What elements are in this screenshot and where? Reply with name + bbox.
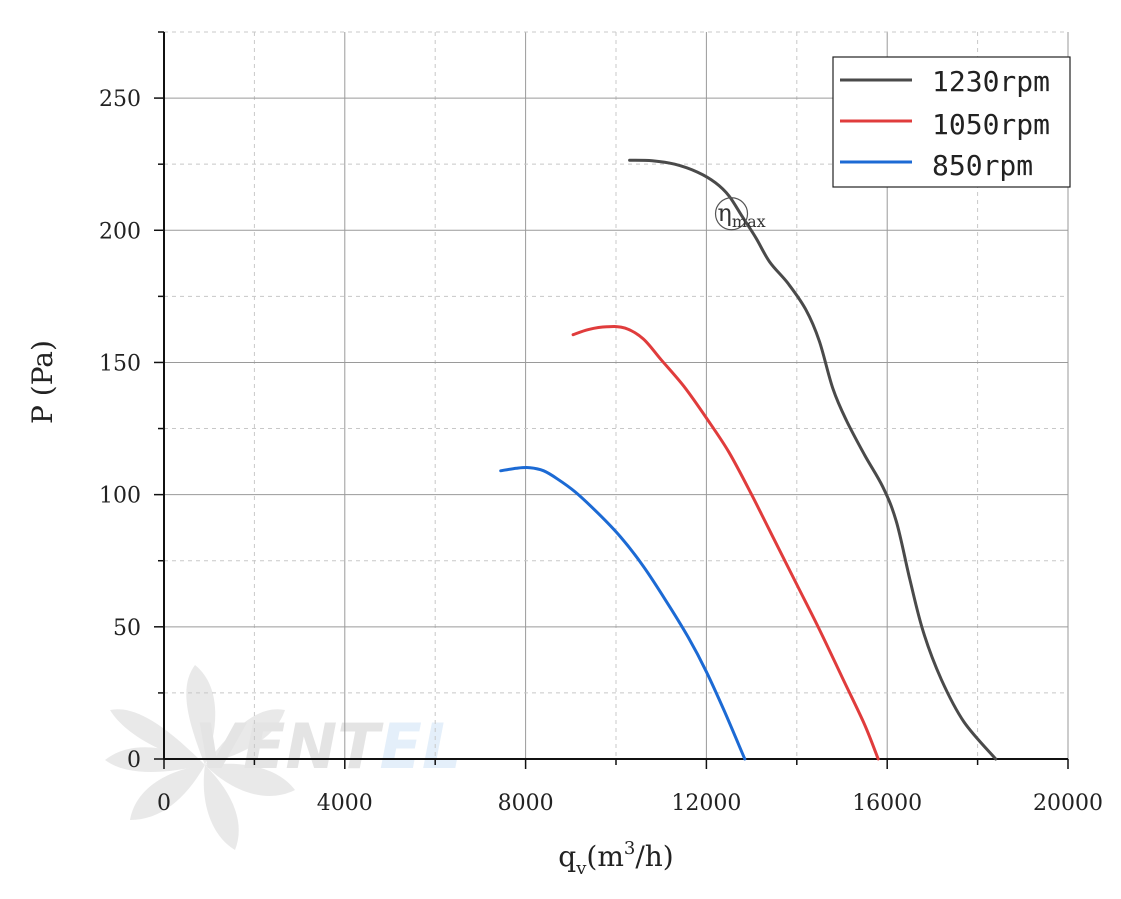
y-tick-labels: 0 50 100 150 200 250	[99, 87, 141, 773]
y-tick-label: 150	[99, 351, 141, 376]
ventel-watermark: VENTEL	[105, 665, 461, 850]
legend-label-1050rpm: 1050rpm	[932, 108, 1050, 141]
legend-label-850rpm: 850rpm	[932, 149, 1033, 182]
series-line-850rpm	[499, 465, 747, 761]
y-tick-label: 200	[99, 219, 141, 244]
y-axis-title: P (Pa)	[26, 340, 59, 424]
x-axis-unit-close: /h)	[635, 840, 673, 873]
eta-max-marker	[714, 197, 749, 231]
series-lines	[499, 158, 998, 761]
watermark-dark-text: VENT	[195, 710, 384, 783]
watermark-light-text: EL	[380, 710, 462, 783]
x-axis-symbol: q	[558, 840, 576, 873]
x-tick-label: 0	[157, 791, 171, 816]
x-axis-title: qv(m3/h)	[558, 838, 673, 879]
y-tick-label: 250	[99, 87, 141, 112]
legend-label-1230rpm: 1230rpm	[932, 65, 1050, 98]
x-tick-label: 20000	[1033, 791, 1103, 816]
x-axis-unit-open: (m	[586, 840, 623, 873]
legend: 1230rpm 1050rpm 850rpm	[832, 56, 1071, 188]
svg-text:VENTEL: VENTEL	[195, 710, 461, 783]
x-tick-label: 4000	[317, 791, 373, 816]
eta-max-label: ηmax	[718, 199, 766, 231]
x-axis-unit-superscript: 3	[624, 838, 635, 859]
x-tick-labels: 0 4000 8000 12000 16000 20000	[157, 791, 1103, 816]
x-tick-label: 12000	[671, 791, 741, 816]
x-axis-subscript: v	[575, 858, 587, 879]
x-tick-label: 8000	[498, 791, 554, 816]
x-tick-label: 16000	[852, 791, 922, 816]
series-line-1050rpm	[571, 325, 880, 761]
eta-subscript: max	[732, 212, 766, 231]
eta-symbol: η	[718, 199, 732, 227]
tick-marks	[154, 31, 1069, 769]
eta-max-annotation: ηmax	[714, 197, 766, 231]
y-tick-label: 0	[127, 748, 141, 773]
series-line-1230rpm	[628, 158, 998, 761]
fan-logo-icon	[105, 665, 295, 850]
y-tick-label: 100	[99, 484, 141, 509]
y-tick-label: 50	[113, 616, 141, 641]
